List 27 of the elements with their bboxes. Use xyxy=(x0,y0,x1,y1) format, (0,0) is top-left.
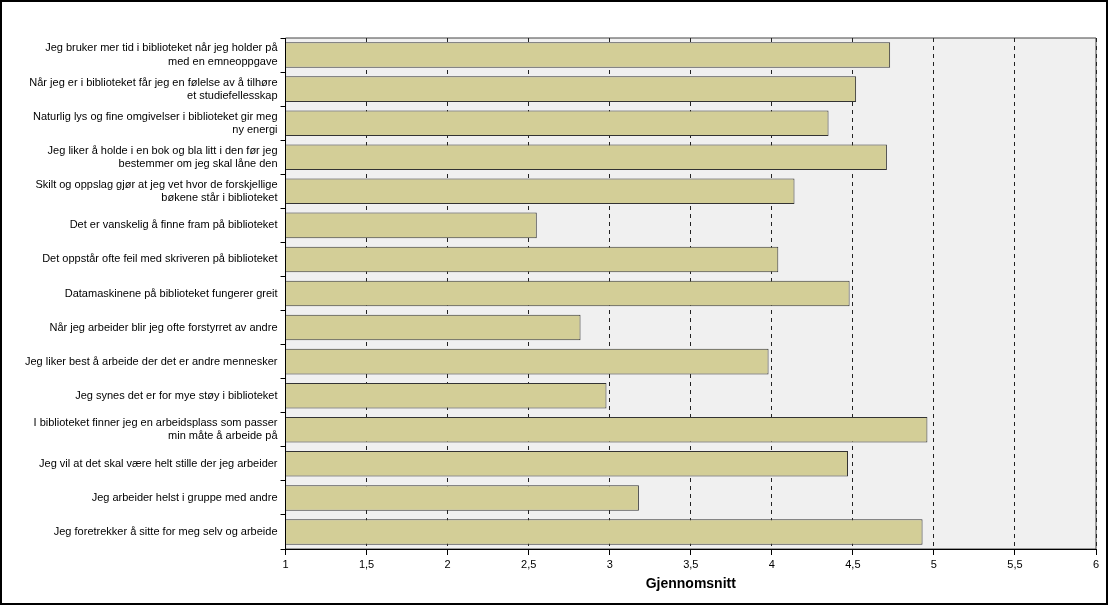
y-tick-label: Jeg bruker mer tid i biblioteket når jeg holder på med en emneoppgave xyxy=(45,41,279,67)
y-tick-label: Datamaskinene på biblioteket fungerer greit xyxy=(64,286,278,299)
y-tick-label: Når jeg arbeider blir jeg ofte forstyrret av andre xyxy=(49,320,278,333)
y-tick-label: Når jeg er i biblioteket får jeg en følelse av å tilhøre et studiefellesskap xyxy=(29,75,278,101)
x-tick-label: 4,5 xyxy=(845,557,861,570)
y-tick-label: Jeg synes det er for mye støy i biblioteket xyxy=(75,388,278,401)
x-tick-label: 2 xyxy=(444,557,451,570)
x-axis-title: Gjennomsnitt xyxy=(645,575,737,592)
x-tick-label: 5,5 xyxy=(1007,557,1023,570)
y-tick-label: Det er vanskelig å finne fram på biblioteket xyxy=(69,218,278,231)
x-tick-label: 3,5 xyxy=(683,557,699,570)
x-tick-label: 2,5 xyxy=(521,557,537,570)
x-tick-label: 5 xyxy=(930,557,937,570)
y-tick-label: Jeg foretrekker å sitte for meg selv og arbeide xyxy=(53,525,278,537)
y-tick-label: I biblioteket finner jeg en arbeidsplass som passer min måte å arbeide på xyxy=(33,416,279,442)
y-tick-label: Naturlig lys og fine omgivelser i biblioteket gir meg ny energi xyxy=(32,109,278,135)
y-tick-label: Jeg vil at det skal være helt stille der jeg arbeider xyxy=(39,456,278,469)
y-tick-label: Skilt og oppslag gjør at jeg vet hvor de forskjellige bøkene står i biblioteket xyxy=(35,177,278,203)
x-tick-label: 6 xyxy=(1092,557,1100,570)
x-tick-label: 3 xyxy=(606,557,613,570)
y-tick-label: Det oppstår ofte feil med skriveren på biblioteket xyxy=(42,252,278,265)
y-tick-label: Jeg liker best å arbeide der det er andre mennesker xyxy=(24,354,278,367)
x-tick-label: 1,5 xyxy=(358,557,375,570)
y-tick-label: Jeg liker å holde i en bok og bla litt i den før jeg bestemmer om jeg skal låne den xyxy=(47,143,278,169)
x-tick-label: 4 xyxy=(768,557,775,570)
x-tick-label: 1 xyxy=(282,557,289,570)
y-tick-label: Jeg arbeider helst i gruppe med andre xyxy=(91,490,278,503)
